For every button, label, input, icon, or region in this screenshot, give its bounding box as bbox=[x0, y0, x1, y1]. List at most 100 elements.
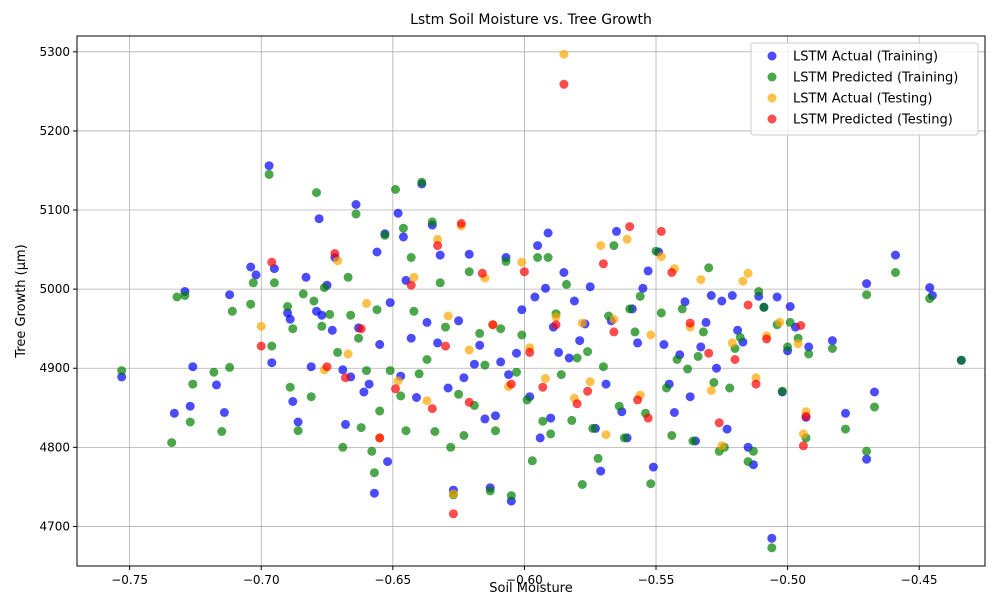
scatter-point bbox=[633, 338, 643, 348]
scatter-point bbox=[533, 241, 543, 251]
scatter-point bbox=[414, 369, 424, 379]
scatter-point bbox=[870, 402, 879, 412]
scatter-point bbox=[491, 411, 500, 421]
y-tick-label: 5100 bbox=[39, 203, 70, 217]
scatter-point bbox=[435, 278, 445, 288]
y-tick-label: 4700 bbox=[39, 519, 70, 533]
scatter-point bbox=[564, 353, 574, 363]
scatter-point bbox=[385, 366, 395, 376]
scatter-point bbox=[251, 270, 261, 280]
scatter-point bbox=[643, 413, 653, 423]
scatter-point bbox=[751, 373, 761, 383]
scatter-point bbox=[556, 370, 566, 380]
scatter-point bbox=[585, 282, 595, 292]
scatter-point bbox=[862, 454, 872, 464]
scatter-point bbox=[351, 209, 361, 219]
scatter-point bbox=[743, 300, 753, 310]
scatter-point bbox=[569, 296, 579, 306]
scatter-point bbox=[572, 399, 582, 409]
scatter-point bbox=[725, 383, 735, 393]
scatter-point bbox=[469, 359, 479, 369]
scatter-point bbox=[506, 379, 516, 389]
scatter-point bbox=[583, 386, 593, 396]
scatter-point bbox=[267, 358, 277, 368]
scatter-point bbox=[577, 480, 587, 489]
scatter-point bbox=[891, 250, 900, 260]
scatter-point bbox=[546, 429, 556, 439]
scatter-point bbox=[706, 291, 716, 300]
scatter-point bbox=[862, 290, 872, 300]
scatter-point bbox=[267, 257, 277, 267]
scatter-point bbox=[309, 296, 319, 306]
data-series bbox=[117, 49, 966, 553]
scatter-point bbox=[422, 396, 432, 406]
scatter-point bbox=[535, 433, 545, 443]
scatter-point bbox=[798, 429, 808, 439]
scatter-point bbox=[722, 424, 732, 434]
scatter-point bbox=[248, 278, 258, 288]
legend-label-actual-testing: LSTM Actual (Testing) bbox=[793, 92, 933, 107]
legend-marker-actual-training bbox=[767, 51, 777, 61]
scatter-point bbox=[554, 347, 564, 357]
scatter-point bbox=[827, 336, 837, 346]
scatter-point bbox=[409, 272, 419, 282]
scatter-point bbox=[427, 217, 437, 227]
scatter-point bbox=[330, 249, 340, 258]
scatter-point bbox=[317, 310, 327, 320]
scatter-point bbox=[367, 446, 377, 456]
scatter-point bbox=[562, 279, 571, 289]
scatter-point bbox=[117, 372, 127, 382]
scatter-point bbox=[635, 291, 645, 301]
scatter-point bbox=[219, 408, 229, 417]
scatter-point bbox=[646, 479, 656, 489]
y-tick-label: 4900 bbox=[39, 361, 70, 375]
scatter-point bbox=[341, 419, 350, 429]
scatter-point bbox=[433, 234, 443, 244]
scatter-point bbox=[677, 304, 687, 314]
scatter-point bbox=[785, 317, 795, 327]
scatter-point bbox=[443, 383, 453, 393]
scatter-point bbox=[312, 188, 321, 198]
scatter-point bbox=[517, 257, 527, 267]
scatter-point bbox=[759, 302, 769, 312]
scatter-point bbox=[385, 298, 395, 308]
scatter-point bbox=[422, 355, 432, 364]
scatter-point bbox=[293, 426, 303, 436]
scatter-point bbox=[648, 462, 658, 472]
scatter-point bbox=[775, 317, 785, 327]
scatter-point bbox=[443, 311, 453, 321]
scatter-point bbox=[362, 366, 371, 376]
scatter-point bbox=[577, 318, 587, 328]
scatter-point bbox=[596, 466, 606, 476]
scatter-point bbox=[267, 341, 277, 351]
scatter-point bbox=[480, 360, 490, 370]
scatter-point bbox=[709, 378, 719, 387]
scatter-point bbox=[246, 262, 256, 272]
scatter-point bbox=[322, 362, 332, 372]
scatter-point bbox=[619, 433, 629, 443]
scatter-point bbox=[464, 267, 474, 277]
scatter-point bbox=[772, 292, 782, 302]
scatter-point bbox=[327, 325, 337, 335]
scatter-point bbox=[891, 268, 900, 277]
scatter-point bbox=[504, 370, 514, 380]
scatter-point bbox=[288, 397, 298, 406]
scatter-point bbox=[783, 342, 793, 352]
scatter-point bbox=[375, 406, 385, 416]
scatter-point bbox=[454, 316, 464, 326]
scatter-point bbox=[401, 426, 411, 436]
scatter-point bbox=[667, 431, 677, 440]
scatter-point bbox=[583, 347, 593, 357]
scatter-point bbox=[393, 376, 403, 386]
scatter-point bbox=[559, 49, 569, 59]
scatter-point bbox=[609, 327, 619, 337]
scatter-point bbox=[512, 367, 521, 377]
scatter-point bbox=[646, 330, 656, 340]
scatter-point bbox=[738, 276, 748, 286]
legend-marker-actual-testing bbox=[767, 93, 777, 103]
scatter-point bbox=[601, 379, 611, 389]
scatter-point bbox=[704, 263, 714, 273]
scatter-point bbox=[256, 341, 266, 351]
scatter-point bbox=[180, 291, 190, 300]
y-axis-label: Tree Growth (µm) bbox=[14, 244, 29, 358]
